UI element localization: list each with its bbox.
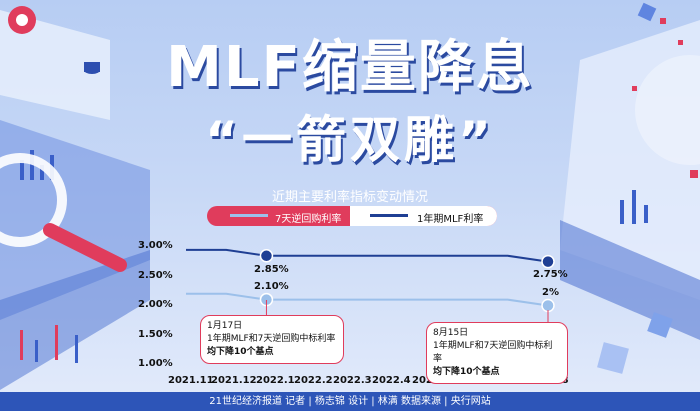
y-tick-label: 2.00% [138,299,173,310]
headline-line1: MLF缩量降息 [166,35,534,100]
x-tick-label: 2022.1 [256,375,295,386]
x-tick-label: 2021.12 [211,375,257,386]
y-tick-label: 1.00% [138,358,173,369]
annotation-date: 8月15日 [433,328,469,338]
legend-label-7day: 7天逆回购利率 [275,214,342,225]
data-label-mlf-jan: 2.85% [254,264,289,275]
y-tick-label: 3.00% [138,240,173,251]
x-tick-label: 2022.4 [372,375,411,386]
legend-swatch-7day [230,214,268,217]
footer-credits: 21世纪经济报道 记者 | 杨志锦 设计 | 林满 数据来源 | 央行网站 [0,392,700,411]
y-tick-label: 1.50% [138,329,173,340]
right-panel [560,20,700,300]
legend-right-half [350,206,497,226]
annotation-text: 1年期MLF和7天逆回购中标利率 [433,341,553,364]
annotation-emphasis: 均下降10个基点 [207,347,274,357]
legend-swatch-mlf [370,214,408,217]
headline-line2: “一箭双雕” [205,111,495,169]
x-tick-label: 2022.3 [333,375,372,386]
y-tick-label: 2.50% [138,270,173,281]
data-point-0-9 [541,298,555,313]
x-tick-label: 2022.2 [294,375,333,386]
data-point-1-9 [541,254,555,269]
legend-label-mlf: 1年期MLF利率 [417,214,484,225]
data-point-1-2 [259,249,274,263]
series-line-0 [186,292,549,307]
data-label-7day-jan: 2.10% [254,281,289,292]
annotation-text: 1年期MLF和7天逆回购中标利率 [207,334,336,344]
data-label-mlf-aug: 2.75% [533,269,568,280]
right-dots [632,18,698,178]
magnifier-icon [0,153,67,247]
x-tick-label: 2021.11 [168,375,214,386]
left-panel [0,10,110,120]
annotation-date: 1月17日 [207,321,243,331]
series-line-1 [186,248,549,263]
annotation-jan: 1月17日 1年期MLF和7天逆回购中标利率 均下降10个基点 [200,315,344,364]
annotation-aug: 8月15日 1年期MLF和7天逆回购中标利率 均下降10个基点 [426,322,568,384]
data-label-7day-aug: 2% [542,287,559,298]
chart-title: 近期主要利率指标变动情况 [271,190,428,205]
cube-icon [647,312,673,338]
annotation-emphasis: 均下降10个基点 [433,367,500,377]
